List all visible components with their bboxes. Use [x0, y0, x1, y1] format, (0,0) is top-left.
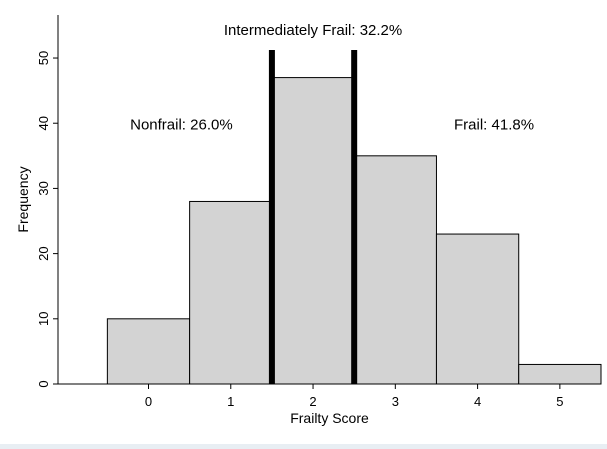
y-tick-label: 10 — [36, 312, 51, 326]
bar-score-3 — [353, 155, 437, 385]
annotation-2: Nonfrail: 26.0% — [130, 117, 233, 134]
bar-score-4 — [435, 233, 520, 385]
y-tick-label: 20 — [36, 246, 51, 260]
y-tick-label: 50 — [36, 51, 51, 65]
y-axis-title: Frequency — [15, 166, 31, 232]
bar-score-2 — [271, 77, 355, 385]
y-tick-label: 0 — [36, 380, 51, 387]
bar-score-1 — [189, 200, 273, 385]
x-tick-label: 5 — [556, 394, 563, 409]
x-axis-title: Frailty Score — [290, 410, 369, 426]
y-tick-label: 40 — [36, 116, 51, 130]
x-tick-label: 1 — [227, 394, 234, 409]
y-tick-label: 30 — [36, 181, 51, 195]
annotation-1: Intermediately Frail: 32.2% — [224, 22, 402, 39]
x-tick-label: 3 — [392, 394, 399, 409]
bar-score-5 — [518, 363, 602, 385]
annotation-3: Frail: 41.8% — [454, 117, 534, 134]
x-tick-label: 4 — [474, 394, 481, 409]
bar-score-0 — [106, 318, 191, 385]
x-tick-label: 2 — [309, 394, 316, 409]
x-tick-label: 0 — [145, 394, 152, 409]
